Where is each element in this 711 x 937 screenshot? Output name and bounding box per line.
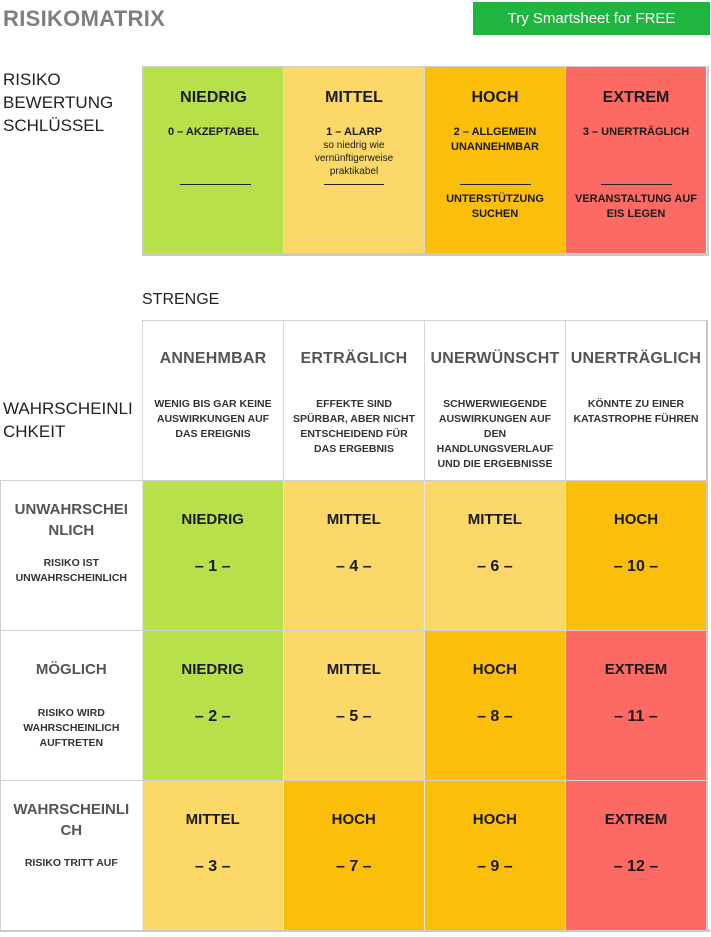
risk-level: NIEDRIG [181, 511, 244, 528]
severity-title: ANNEHMBAR [159, 350, 267, 367]
likelihood-axis-label: WAHRSCHEINLI CHKEIT [3, 399, 133, 441]
severity-axis-label: STRENGE [142, 291, 220, 308]
risk-cell: MITTEL – 5 – [282, 631, 424, 780]
risk-number: – 1 – [194, 558, 231, 575]
risk-cell: NIEDRIG – 1 – [141, 481, 283, 630]
key-note: so niedrig wie vernünftigerweise praktik… [314, 140, 394, 177]
risk-number: – 2 – [194, 708, 231, 725]
likelihood-desc: RISIKO WIRD WAHRSCHEINLICH AUFTRETEN [23, 707, 120, 749]
risk-cell: MITTEL – 4 – [282, 481, 424, 630]
risk-number: – 6 – [477, 558, 513, 575]
likelihood-title: MÖGLICH [35, 661, 107, 678]
risk-cell: HOCH – 9 – [423, 781, 565, 930]
severity-header: ERTRÄGLICH EFFEKTE SIND SPÜRBAR, ABER NI… [283, 321, 424, 480]
severity-title: ERTRÄGLICH [300, 350, 408, 367]
severity-header: UNERWÜNSCHT SCHWERWIEGENDE AUSWIRKUNGEN … [424, 321, 565, 480]
key-divider [324, 184, 384, 185]
key-cell-mittel: MITTEL 1 – ALARP so niedrig wie vernünft… [283, 67, 424, 253]
key-cell-hoch: HOCH 2 – ALLGEMEIN UNANNEHMBAR UNTERSTÜT… [424, 67, 565, 253]
severity-header: UNERTRÄGLICH KÖNNTE ZU EINER KATASTROPHE… [565, 321, 706, 480]
severity-title: UNERWÜNSCHT [430, 350, 560, 367]
risk-number: – 9 – [477, 858, 513, 875]
likelihood-desc: RISIKO TRITT AUF [24, 857, 118, 869]
key-divider [460, 184, 531, 185]
risk-cell: HOCH – 8 – [423, 631, 565, 780]
risk-number: – 7 – [335, 858, 372, 875]
key-level: EXTREM [602, 89, 670, 106]
risk-key-row: NIEDRIG 0 – AKZEPTABEL MITTEL 1 – ALARP … [142, 66, 709, 256]
risk-level: HOCH [331, 811, 376, 828]
risk-level: EXTREM [604, 811, 668, 828]
risk-level: MITTEL [326, 511, 381, 528]
risk-cell: HOCH – 7 – [282, 781, 424, 930]
key-action: VERANSTALTUNG AUF EIS LEGEN [574, 193, 697, 220]
risk-cell: HOCH – 10 – [564, 481, 706, 630]
likelihood-desc: RISIKO IST UNWAHRSCHEINLICH [15, 557, 128, 584]
key-cell-extrem: EXTREM 3 – UNERTRÄGLICH VERANSTALTUNG AU… [565, 67, 706, 253]
key-code: 3 – UNERTRÄGLICH [582, 126, 690, 138]
likelihood-row-unwahrscheinlich: UNWAHRSCHEI NLICH RISIKO IST UNWAHRSCHEI… [0, 480, 708, 630]
risk-number: – 4 – [335, 558, 372, 575]
key-level: NIEDRIG [180, 89, 247, 106]
severity-title: UNERTRÄGLICH [570, 350, 702, 367]
risk-level: MITTEL [185, 811, 240, 828]
risk-level: HOCH [472, 811, 517, 828]
likelihood-row-wahrscheinlich: WAHRSCHEINLI CH RISIKO TRITT AUF MITTEL … [0, 780, 708, 930]
page-title: RISIKOMATRIX [3, 6, 166, 31]
key-level: MITTEL [325, 89, 383, 106]
risk-number: – 3 – [194, 858, 231, 875]
severity-desc: KÖNNTE ZU EINER KATASTROPHE FÜHREN [573, 398, 699, 425]
severity-header-row: ANNEHMBAR WENIG BIS GAR KEINE AUSWIRKUNG… [142, 320, 708, 480]
risk-matrix: ANNEHMBAR WENIG BIS GAR KEINE AUSWIRKUNG… [0, 320, 710, 932]
key-code: 1 – ALARP [326, 126, 382, 138]
key-code: 2 – ALLGEMEIN UNANNEHMBAR [451, 126, 539, 153]
severity-desc: SCHWERWIEGENDE AUSWIRKUNGEN AUF DEN HAND… [436, 398, 554, 470]
key-divider [180, 184, 251, 185]
likelihood-header: UNWAHRSCHEI NLICH RISIKO IST UNWAHRSCHEI… [0, 481, 142, 630]
severity-desc: EFFEKTE SIND SPÜRBAR, ABER NICHT ENTSCHE… [292, 398, 416, 455]
risk-cell: MITTEL – 3 – [141, 781, 283, 930]
risk-number: – 5 – [335, 708, 372, 725]
severity-header: ANNEHMBAR WENIG BIS GAR KEINE AUSWIRKUNG… [142, 321, 283, 480]
try-smartsheet-button[interactable]: Try Smartsheet for FREE [473, 2, 710, 35]
key-divider [601, 184, 672, 185]
risk-level: EXTREM [604, 661, 668, 678]
key-action: UNTERSTÜTZUNG SUCHEN [446, 193, 544, 220]
risk-cell: MITTEL – 6 – [423, 481, 565, 630]
likelihood-title: WAHRSCHEINLI CH [13, 801, 130, 839]
risk-level: NIEDRIG [181, 661, 244, 678]
risk-level: HOCH [613, 511, 659, 528]
risk-number: – 12 – [613, 858, 659, 875]
risk-key-label: RISIKO BEWERTUNG SCHLÜSSEL [3, 70, 114, 135]
likelihood-header: WAHRSCHEINLI CH RISIKO TRITT AUF [0, 781, 142, 930]
likelihood-title: UNWAHRSCHEI NLICH [14, 501, 128, 539]
risk-number: – 8 – [477, 708, 513, 725]
key-cell-niedrig: NIEDRIG 0 – AKZEPTABEL [142, 67, 283, 253]
risk-number: – 11 – [614, 708, 658, 725]
key-code: 0 – AKZEPTABEL [167, 126, 260, 138]
key-level: HOCH [471, 89, 519, 106]
risk-level: HOCH [472, 661, 517, 678]
risk-number: – 10 – [613, 558, 659, 575]
likelihood-header: MÖGLICH RISIKO WIRD WAHRSCHEINLICH AUFTR… [0, 631, 142, 780]
risk-level: MITTEL [326, 661, 381, 678]
severity-desc: WENIG BIS GAR KEINE AUSWIRKUNGEN AUF DAS… [154, 398, 272, 440]
risk-level: MITTEL [467, 511, 522, 528]
risk-cell: NIEDRIG – 2 – [141, 631, 283, 780]
risk-cell: EXTREM – 12 – [564, 781, 706, 930]
risk-cell: EXTREM – 11 – [564, 631, 706, 780]
likelihood-row-moeglich: MÖGLICH RISIKO WIRD WAHRSCHEINLICH AUFTR… [0, 630, 708, 780]
